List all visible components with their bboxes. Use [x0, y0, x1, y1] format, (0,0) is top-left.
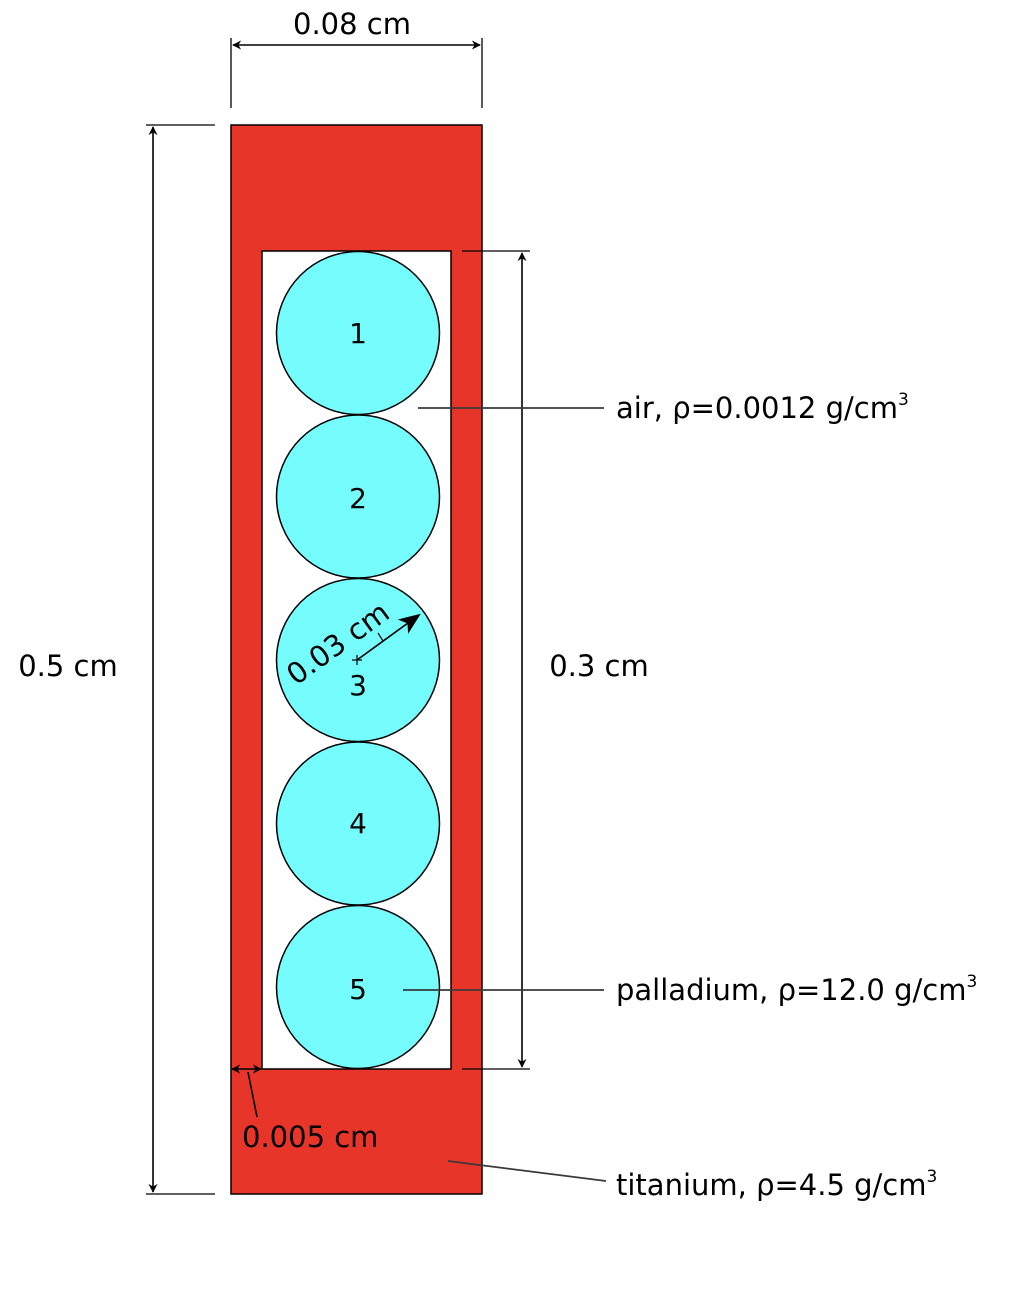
palladium-callout: palladium, ρ=12.0 g/cm3	[403, 972, 977, 1007]
width-dimension: 0.08 cm	[230, 7, 483, 108]
air-callout: air, ρ=0.0012 g/cm3	[418, 390, 909, 425]
height-dimension: 0.5 cm	[18, 124, 215, 1195]
width-label: 0.08 cm	[293, 7, 411, 41]
sphere-number-3: 3	[349, 669, 367, 702]
height-label: 0.5 cm	[18, 649, 118, 683]
palladium-label: palladium, ρ=12.0 g/cm3	[616, 972, 977, 1007]
cavity-height-label: 0.3 cm	[549, 649, 649, 683]
wall-thickness-label: 0.005 cm	[242, 1120, 378, 1154]
palladium-sphere-5	[275, 904, 441, 1070]
cavity-height-dimension: 0.3 cm	[462, 250, 649, 1070]
titanium-callout: titanium, ρ=4.5 g/cm3	[447, 1160, 937, 1202]
sphere-number-5: 5	[349, 973, 367, 1006]
sphere-number-1: 1	[349, 317, 367, 350]
sphere-number-2: 2	[349, 482, 367, 515]
sphere-number-4: 4	[349, 807, 367, 840]
air-label: air, ρ=0.0012 g/cm3	[616, 390, 909, 425]
titanium-label: titanium, ρ=4.5 g/cm3	[616, 1167, 937, 1202]
wall-thickness-dimension: 0.005 cm	[231, 1064, 378, 1154]
